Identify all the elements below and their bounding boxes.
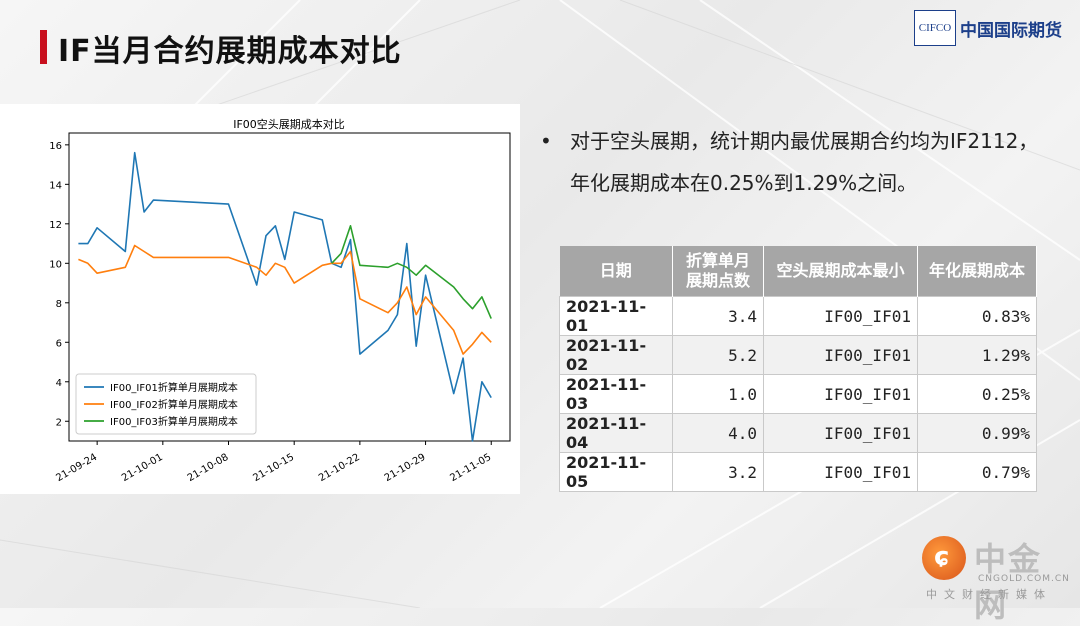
table-row: 2021-11-02 5.2 IF00_IF01 1.29% xyxy=(559,335,1038,375)
chart-title: IF00空头展期成本对比 xyxy=(233,117,345,131)
cell-date: 2021-11-03 xyxy=(559,374,673,414)
chart-legend: IF00_IF01折算单月展期成本 IF00_IF02折算单月展期成本 IF00_I… xyxy=(75,373,257,435)
cell-points: 3.2 xyxy=(672,452,764,492)
legend-label: IF00_IF03折算单月展期成本 xyxy=(110,415,238,428)
table-row: 2021-11-04 4.0 IF00_IF01 0.99% xyxy=(559,413,1038,453)
watermark-url: CNGOLD.COM.CN xyxy=(978,574,1070,584)
cell-rate: 0.79% xyxy=(916,452,1038,492)
cell-points: 1.0 xyxy=(672,374,764,414)
slide-title: IF当月合约展期成本对比 xyxy=(58,34,402,69)
watermark-subtitle: 中文财经新媒体 xyxy=(926,588,1052,601)
watermark-logo-icon xyxy=(922,536,966,580)
cell-points: 4.0 xyxy=(672,413,764,453)
title-accent-bar xyxy=(40,30,47,64)
cell-pair: IF00_IF01 xyxy=(763,335,918,375)
chart-container: IF00空头展期成本对比 2 4 6 8 10 12 14 16 21-09-24 21-10-… xyxy=(0,104,520,494)
header-rate: 年化展期成本 xyxy=(917,246,1038,297)
series-line-1 xyxy=(78,151,492,442)
roll-cost-table: 日期 折算单月展期点数 空头展期成本最小 年化展期成本 2021-11-01 3… xyxy=(559,246,1038,492)
cell-pair: IF00_IF01 xyxy=(763,413,918,453)
bullet-dot: • xyxy=(540,129,552,153)
header-date: 日期 xyxy=(559,246,673,297)
y-tick-label: 10 xyxy=(49,259,62,270)
series-line-2 xyxy=(78,244,492,355)
legend-label: IF00_IF01折算单月展期成本 xyxy=(110,381,238,394)
y-tick-label: 8 xyxy=(56,299,62,310)
logo-emblem: CIFCO xyxy=(914,10,956,46)
cell-date: 2021-11-04 xyxy=(559,413,673,453)
cell-date: 2021-11-05 xyxy=(559,452,673,492)
swirl-icon: ɕ xyxy=(934,542,950,572)
chart-background xyxy=(0,104,520,494)
cell-rate: 0.99% xyxy=(916,413,1038,453)
cell-pair: IF00_IF01 xyxy=(763,452,918,492)
company-logo: CIFCO 中国国际期货 xyxy=(914,10,1062,46)
legend-box xyxy=(75,373,257,435)
cell-points: 5.2 xyxy=(672,335,764,375)
legend-label: IF00_IF02折算单月展期成本 xyxy=(110,398,238,411)
plot-area-frame xyxy=(68,132,511,442)
bullet-text: 对于空头展期，统计期内最优展期合约均为IF2112，年化展期成本在0.25%到1… xyxy=(570,129,1039,195)
series-lines xyxy=(78,151,492,442)
cell-pair: IF00_IF01 xyxy=(763,374,918,414)
table-row: 2021-11-01 3.4 IF00_IF01 0.83% xyxy=(559,296,1038,336)
y-tick-label: 16 xyxy=(49,141,62,152)
header-pair: 空头展期成本最小 xyxy=(763,246,918,297)
y-tick-label: 14 xyxy=(49,180,62,191)
header-points: 折算单月展期点数 xyxy=(672,246,764,297)
table-header-row: 日期 折算单月展期点数 空头展期成本最小 年化展期成本 xyxy=(559,246,1038,297)
summary-bullet: • 对于空头展期，统计期内最优展期合约均为IF2112，年化展期成本在0.25%… xyxy=(540,120,1044,204)
y-axis: 2 4 6 8 10 12 14 16 xyxy=(49,141,69,428)
series-line-3 xyxy=(331,225,492,319)
table-row: 2021-11-05 3.2 IF00_IF01 0.79% xyxy=(559,452,1038,492)
y-tick-label: 6 xyxy=(56,338,62,349)
cell-rate: 1.29% xyxy=(916,335,1038,375)
cell-rate: 0.25% xyxy=(916,374,1038,414)
watermark: ɕ 中金网 CNGOLD.COM.CN 中文财经新媒体 xyxy=(922,532,1072,624)
y-tick-label: 2 xyxy=(56,417,62,428)
cell-pair: IF00_IF01 xyxy=(763,296,918,336)
y-tick-label: 4 xyxy=(56,378,62,389)
table-row: 2021-11-03 1.0 IF00_IF01 0.25% xyxy=(559,374,1038,414)
logo-name: 中国国际期货 xyxy=(960,20,1062,41)
cell-date: 2021-11-02 xyxy=(559,335,673,375)
cell-points: 3.4 xyxy=(672,296,764,336)
cell-rate: 0.83% xyxy=(916,296,1038,336)
y-tick-label: 12 xyxy=(49,220,62,231)
cell-date: 2021-11-01 xyxy=(559,296,673,336)
